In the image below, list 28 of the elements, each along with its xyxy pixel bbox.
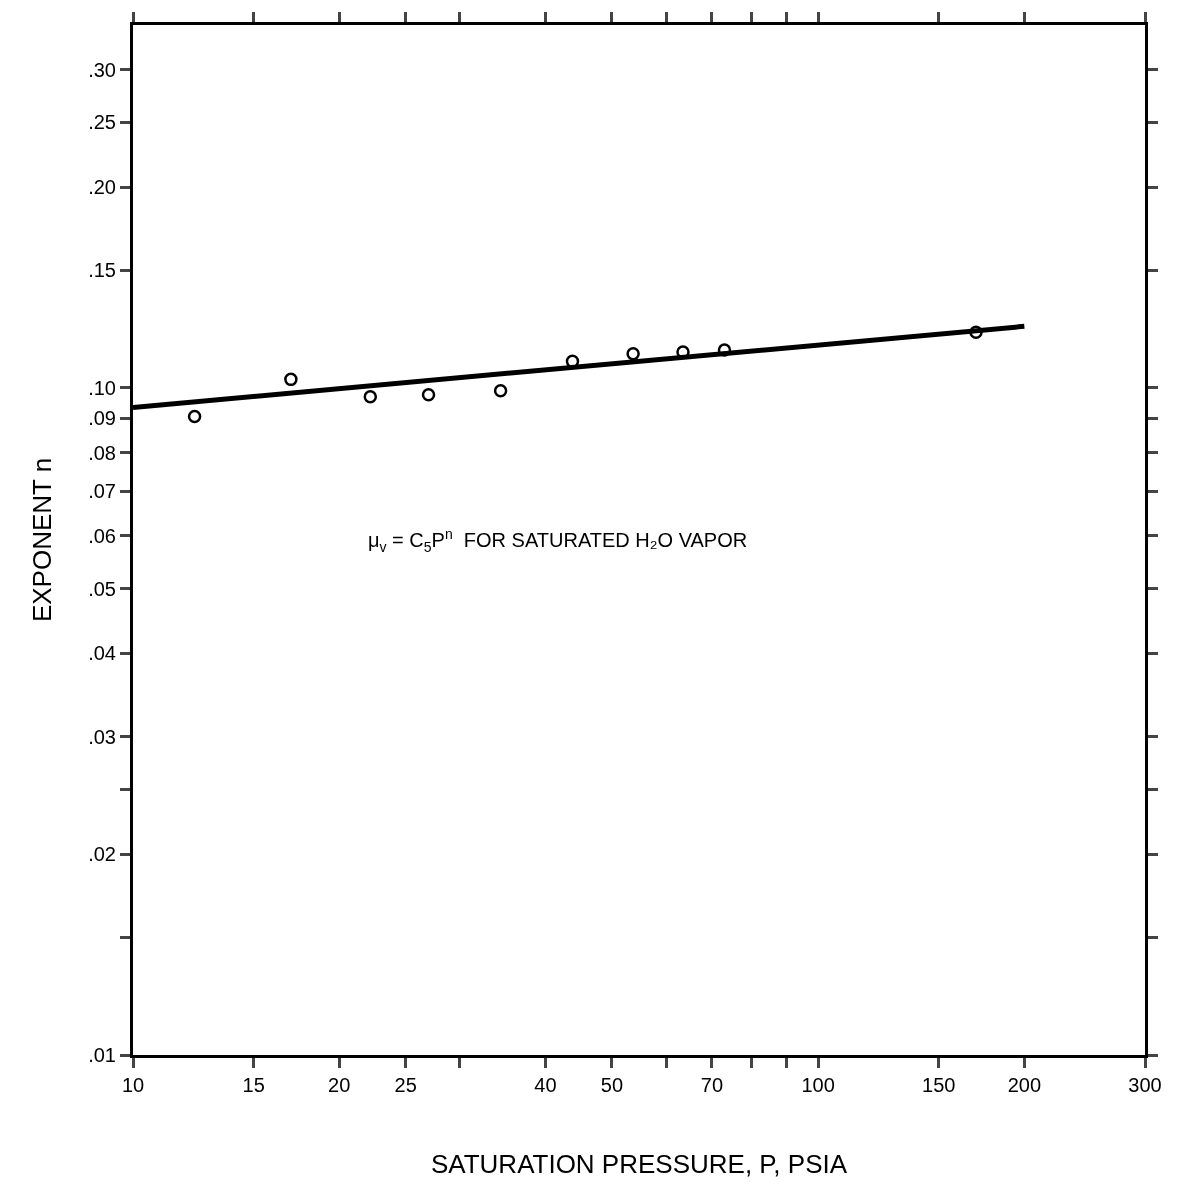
x-tick-label: 25: [394, 1074, 417, 1096]
y-tick-label: .05: [88, 577, 116, 600]
y-tick-label: .15: [88, 259, 116, 282]
y-tick-label: .20: [88, 176, 116, 199]
y-tick-label: .25: [88, 111, 116, 134]
y-tick-label: .30: [88, 58, 116, 81]
x-tick-label: 10: [121, 1074, 145, 1096]
x-tick-label: 70: [700, 1074, 724, 1096]
x-tick-label: 100: [801, 1074, 835, 1096]
x-tick-label: 20: [328, 1074, 351, 1096]
x-tick-label: 300: [1128, 1074, 1162, 1096]
y-tick-label: .10: [88, 376, 116, 399]
y-tick-label: .09: [88, 407, 116, 430]
y-tick-label: .01: [88, 1044, 116, 1066]
x-tick-label: 15: [242, 1074, 265, 1096]
x-tick-label: 40: [534, 1074, 557, 1096]
y-tick-label: .08: [88, 441, 116, 464]
y-axis-title: EXPONENT n: [26, 457, 57, 623]
x-axis-title: SATURATION PRESSURE, P, PSIA: [430, 1148, 848, 1179]
y-tick-label: .02: [88, 843, 116, 866]
x-tick-label: 200: [1007, 1074, 1042, 1096]
annotation: μ$_{v}$ = C$_{5}$P$^{n}$ FOR SATURATED H₂O VAPOR: [368, 526, 748, 555]
y-tick-label: .04: [88, 642, 116, 665]
y-tick-label: .06: [88, 524, 116, 547]
x-tick-label: 50: [600, 1074, 624, 1096]
y-tick-label: .07: [88, 480, 116, 503]
x-tick-label: 150: [922, 1074, 956, 1096]
y-tick-label: .03: [88, 725, 116, 748]
